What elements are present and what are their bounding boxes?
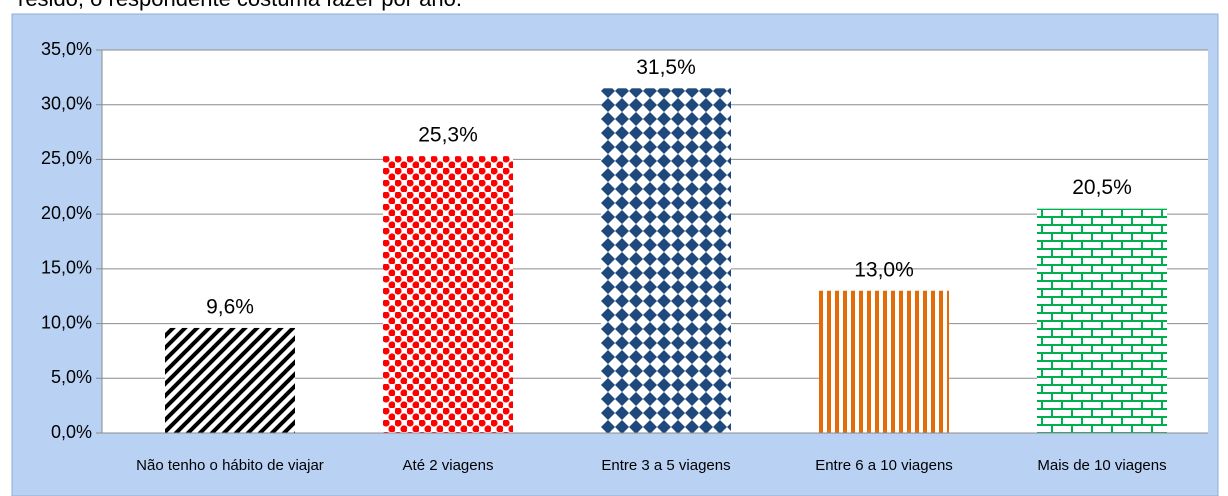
value-label: 13,0% xyxy=(854,258,914,281)
y-tick-label: 20,0% xyxy=(41,203,92,223)
x-tick-label: Entre 3 a 5 viagens xyxy=(601,457,731,474)
y-tick-label: 5,0% xyxy=(51,367,92,387)
caption: resido, o respondente costuma fazer por … xyxy=(18,0,462,12)
x-tick-label: Entre 6 a 10 viagens xyxy=(815,457,953,474)
x-tick-label: Não tenho o hábito de viajar xyxy=(136,457,324,474)
y-tick-label: 35,0% xyxy=(41,39,92,59)
value-label: 31,5% xyxy=(636,56,696,79)
value-label: 25,3% xyxy=(418,124,478,147)
y-tick-label: 25,0% xyxy=(41,148,92,168)
bar xyxy=(165,327,295,433)
value-label: 20,5% xyxy=(1072,176,1132,199)
y-tick-label: 0,0% xyxy=(51,422,92,442)
y-tick-label: 10,0% xyxy=(41,312,92,332)
x-tick-label: Até 2 viagens xyxy=(402,457,494,474)
bar xyxy=(819,290,949,433)
y-tick-label: 30,0% xyxy=(41,93,92,113)
bar xyxy=(383,156,513,433)
bar xyxy=(601,88,731,434)
y-tick-label: 15,0% xyxy=(41,258,92,278)
x-tick-label: Mais de 10 viagens xyxy=(1037,457,1167,474)
value-label: 9,6% xyxy=(206,295,254,318)
bar xyxy=(1037,208,1167,433)
